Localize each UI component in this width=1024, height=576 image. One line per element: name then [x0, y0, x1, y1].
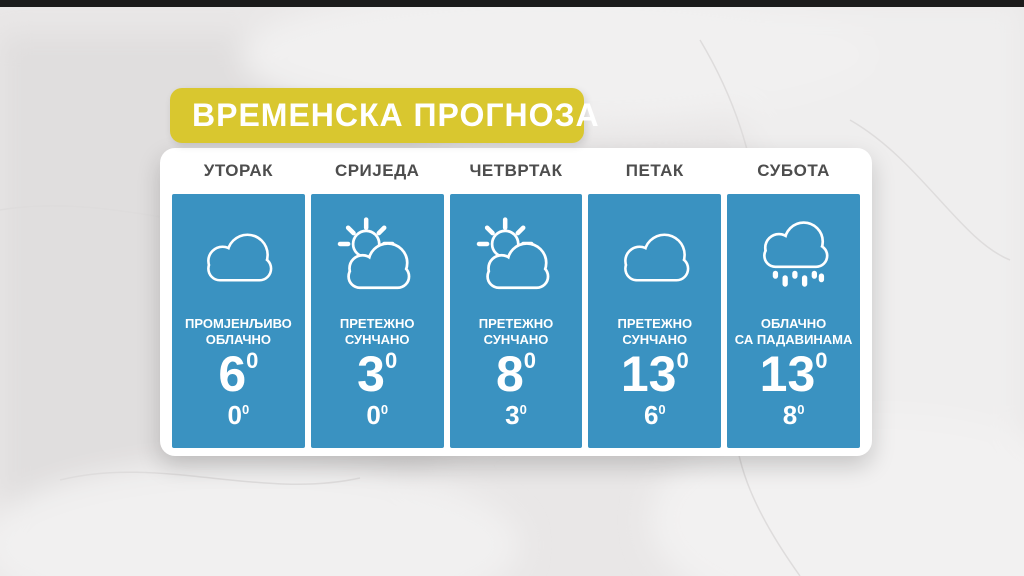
low-temperature: 0 0 — [227, 400, 250, 430]
degree-symbol: 0 — [519, 402, 527, 417]
forecast-day-panel: ПРЕТЕЖНО СУНЧАНО 3 0 0 0 — [310, 194, 444, 448]
day-name-label: ПЕТАК — [625, 161, 684, 180]
condition-line-1: ПРЕТЕЖНО — [339, 316, 415, 331]
degree-symbol: 0 — [797, 402, 805, 417]
degree-symbol: 0 — [815, 348, 828, 373]
condition-line-1: ПРОМЈЕНЉИВО — [184, 316, 292, 331]
forecast-day-panel: ПРЕТЕЖНО СУНЧАНО 8 0 3 0 — [449, 194, 583, 448]
low-temperature: 8 0 — [782, 400, 805, 430]
degree-symbol: 0 — [658, 402, 666, 417]
condition-line-2: ОБЛАЧНО — [205, 332, 272, 347]
title-banner: ВРЕМЕНСКА ПРОГНОЗА — [170, 88, 599, 143]
high-temperature: 13 0 — [759, 346, 828, 402]
low-temperature: 3 0 — [505, 400, 527, 430]
condition-line-2: СА ПАДАВИНАМА — [734, 332, 853, 347]
low-temperature-value: 0 — [227, 400, 243, 430]
degree-symbol: 0 — [523, 348, 537, 373]
condition-line-1: ПРЕТЕЖНО — [617, 316, 693, 331]
partly-sunny-icon — [330, 198, 424, 316]
forecast-day-column: УТОРАК ПРОМЈЕНЉИВО ОБЛАЧНО 6 0 0 0 — [172, 148, 305, 448]
high-temperature-value: 3 — [357, 346, 385, 402]
high-temperature-value: 6 — [218, 346, 247, 402]
high-temperature: 13 0 — [620, 346, 689, 402]
day-name-label: УТОРАК — [203, 161, 274, 180]
condition-text: ПРЕТЕЖНО СУНЧАНО — [618, 316, 693, 348]
low-temperature-value: 3 — [505, 400, 520, 430]
forecast-columns: УТОРАК ПРОМЈЕНЉИВО ОБЛАЧНО 6 0 0 0 СРИЈЕ… — [172, 148, 860, 448]
forecast-day-column: СУБОТА ОБЛАЧНО СА ПАДАВИНАМА 13 0 8 0 — [727, 148, 860, 448]
condition-line-2: СУНЧАНО — [483, 332, 549, 347]
degree-symbol: 0 — [384, 348, 398, 373]
condition-line-1: ОБЛАЧНО — [760, 316, 827, 331]
low-temperature: 0 0 — [366, 400, 389, 430]
low-temperature-value: 0 — [366, 400, 381, 430]
page-title: ВРЕМЕНСКА ПРОГНОЗА — [192, 97, 600, 133]
high-temperature: 3 0 — [357, 346, 398, 402]
high-temperature-value: 8 — [495, 346, 524, 402]
rain-icon — [748, 198, 840, 316]
forecast-day-panel: ПРЕТЕЖНО СУНЧАНО 13 0 6 0 — [588, 194, 722, 448]
day-name-label: СРИЈЕДА — [334, 161, 420, 180]
forecast-day-column: ЧЕТВРТАК ПРЕТЕЖНО СУНЧАНО 8 0 3 0 — [449, 148, 583, 448]
high-temperature-value: 13 — [620, 346, 677, 402]
low-temperature: 6 0 — [643, 400, 666, 430]
condition-text: ПРЕТЕЖНО СУНЧАНО — [479, 316, 554, 348]
forecast-day-panel: ОБЛАЧНО СА ПАДАВИНАМА 13 0 8 0 — [727, 194, 860, 448]
condition-line-2: СУНЧАНО — [622, 332, 688, 347]
day-name-label: ЧЕТВРТАК — [469, 161, 563, 180]
forecast-day-column: СРИЈЕДА ПРЕТЕЖНО СУНЧАНО 3 0 0 0 — [310, 148, 444, 448]
condition-text: ОБЛАЧНО СА ПАДАВИНАМА — [735, 316, 853, 348]
low-temperature-value: 8 — [782, 400, 798, 430]
high-temperature: 8 0 — [495, 346, 537, 402]
condition-line-2: СУНЧАНО — [344, 332, 410, 347]
condition-line-1: ПРЕТЕЖНО — [478, 316, 554, 331]
day-name-label: СУБОТА — [757, 161, 830, 180]
low-temperature-value: 6 — [643, 400, 659, 430]
degree-symbol: 0 — [380, 402, 389, 417]
cloudy-icon — [610, 198, 700, 316]
cloudy-icon — [193, 198, 283, 316]
condition-text: ПРЕТЕЖНО СУНЧАНО — [340, 316, 415, 348]
forecast-card: УТОРАК ПРОМЈЕНЉИВО ОБЛАЧНО 6 0 0 0 СРИЈЕ… — [160, 148, 872, 456]
forecast-day-column: ПЕТАК ПРЕТЕЖНО СУНЧАНО 13 0 6 0 — [588, 148, 722, 448]
forecast-day-panel: ПРОМЈЕНЉИВО ОБЛАЧНО 6 0 0 0 — [172, 194, 305, 448]
partly-sunny-icon — [469, 198, 563, 316]
degree-symbol: 0 — [242, 402, 250, 417]
top-bar — [0, 0, 1024, 7]
high-temperature: 6 0 — [218, 346, 259, 402]
degree-symbol: 0 — [676, 348, 689, 373]
high-temperature-value: 13 — [759, 346, 816, 402]
condition-text: ПРОМЈЕНЉИВО ОБЛАЧНО — [185, 316, 292, 348]
degree-symbol: 0 — [246, 348, 259, 373]
